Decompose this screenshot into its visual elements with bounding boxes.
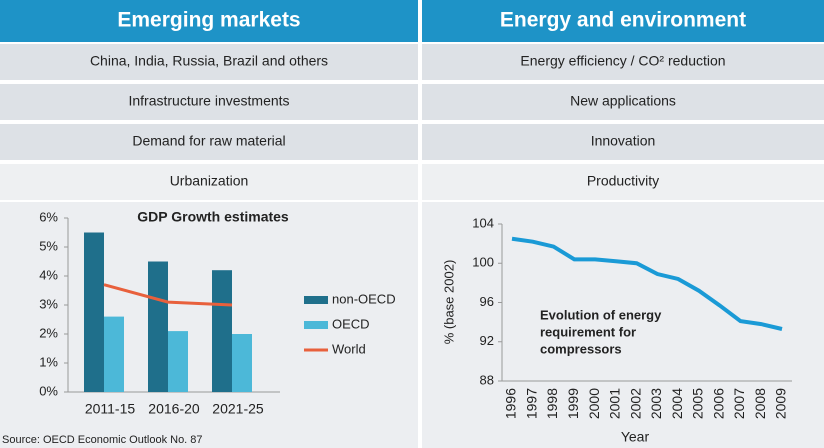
table-cell bbox=[0, 44, 418, 80]
y-tick-label: 1% bbox=[39, 354, 58, 369]
x-tick-label: 2009 bbox=[773, 388, 789, 419]
x-tick-label: 1997 bbox=[523, 388, 539, 419]
x-tick-label: 2002 bbox=[627, 388, 643, 419]
cell-text: Energy efficiency / CO² reduction bbox=[520, 53, 725, 69]
annotation: compressors bbox=[540, 341, 622, 356]
annotation: requirement for bbox=[540, 324, 636, 339]
cell-text: China, India, Russia, Brazil and others bbox=[90, 53, 328, 69]
legend-swatch bbox=[304, 321, 328, 329]
bar bbox=[232, 334, 252, 392]
y-tick-label: 92 bbox=[480, 333, 494, 348]
x-tick-label: 2021-25 bbox=[212, 401, 264, 417]
y-tick-label: 104 bbox=[472, 215, 494, 230]
x-axis-label: Year bbox=[621, 429, 650, 445]
bar bbox=[148, 261, 168, 392]
chart-title: GDP Growth estimates bbox=[137, 209, 289, 225]
x-tick-label: 2008 bbox=[752, 388, 768, 419]
y-tick-label: 100 bbox=[472, 255, 494, 270]
x-tick-label: 2011-15 bbox=[85, 401, 136, 417]
header-cell bbox=[0, 0, 418, 42]
header-cell bbox=[422, 0, 824, 42]
bar bbox=[84, 232, 104, 392]
x-tick-label: 2005 bbox=[690, 388, 706, 419]
legend-label: non-OECD bbox=[332, 291, 396, 306]
x-tick-label: 2016-20 bbox=[148, 401, 200, 417]
cell-text: Infrastructure investments bbox=[128, 93, 289, 109]
table-cell bbox=[422, 164, 824, 200]
y-tick-label: 88 bbox=[480, 372, 494, 387]
header-text: Energy and environment bbox=[500, 9, 746, 32]
bar bbox=[212, 270, 232, 392]
cell-text: New applications bbox=[570, 93, 676, 109]
table-cell bbox=[0, 164, 418, 200]
x-tick-label: 2001 bbox=[607, 388, 623, 419]
x-tick-label: 1999 bbox=[565, 388, 581, 419]
annotation: Evolution of energy bbox=[540, 307, 662, 322]
x-tick-label: 2000 bbox=[586, 388, 602, 419]
y-tick-label: 6% bbox=[39, 209, 58, 224]
bar bbox=[104, 316, 124, 392]
table-cell bbox=[422, 124, 824, 160]
cell-text: Urbanization bbox=[170, 173, 249, 189]
y-tick-label: 2% bbox=[39, 325, 58, 340]
x-tick-label: 1998 bbox=[544, 388, 560, 419]
table-cell bbox=[0, 124, 418, 160]
line bbox=[103, 283, 233, 307]
y-tick-label: 3% bbox=[39, 296, 58, 311]
header-text: Emerging markets bbox=[117, 9, 300, 32]
y-tick-label: 4% bbox=[39, 267, 58, 282]
legend-label: OECD bbox=[332, 316, 370, 331]
legend-swatch bbox=[304, 296, 328, 304]
panel bbox=[0, 202, 418, 448]
table-cell bbox=[0, 84, 418, 120]
y-tick-label: 5% bbox=[39, 238, 58, 253]
legend-label: World bbox=[332, 341, 366, 356]
y-tick-label: 0% bbox=[39, 383, 58, 398]
cell-text: Demand for raw material bbox=[132, 133, 285, 149]
table-cell bbox=[422, 84, 824, 120]
x-tick-label: 1996 bbox=[503, 388, 519, 419]
y-tick-label: 96 bbox=[480, 294, 494, 309]
x-tick-label: 2006 bbox=[710, 388, 726, 419]
x-tick-label: 2003 bbox=[648, 388, 664, 419]
cell-text: Innovation bbox=[591, 133, 656, 149]
y-axis-label: % (base 2002) bbox=[441, 260, 456, 345]
cell-text: Productivity bbox=[587, 173, 659, 189]
x-tick-label: 2004 bbox=[669, 388, 685, 419]
table-cell bbox=[422, 44, 824, 80]
line bbox=[511, 236, 783, 331]
bar bbox=[168, 331, 188, 392]
source: Source: OECD Economic Outlook No. 87 bbox=[2, 434, 203, 446]
x-tick-label: 2007 bbox=[731, 388, 747, 419]
